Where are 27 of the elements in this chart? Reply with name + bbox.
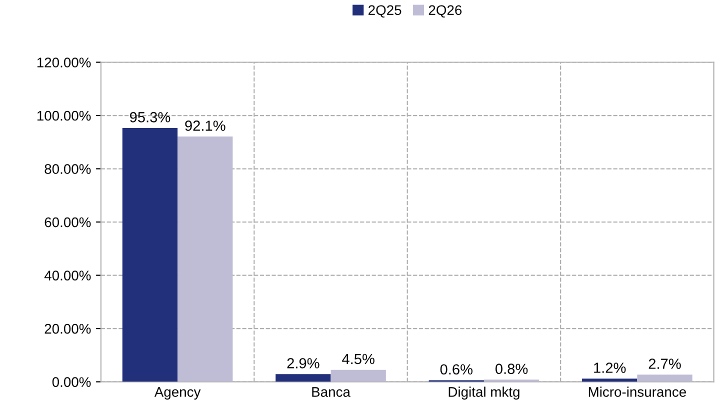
data-label: 2.9% — [287, 358, 320, 368]
x-tick-label: Banca — [312, 387, 350, 397]
data-label: 1.2% — [594, 362, 626, 373]
y-tick-label: 120.00% — [37, 58, 91, 68]
y-tick-label: 80.00% — [44, 164, 91, 174]
bar — [122, 128, 178, 382]
bar — [276, 374, 331, 382]
data-label: 4.5% — [342, 354, 374, 364]
legend-label: 2Q26 — [428, 5, 462, 18]
x-tick-label: Digital mktg — [448, 386, 520, 400]
data-label: 0.8% — [496, 364, 528, 374]
y-tick-label: 100.00% — [37, 110, 91, 121]
bar — [178, 136, 233, 382]
y-tick-label: 0.00% — [52, 377, 91, 387]
data-label: 92.1% — [185, 120, 226, 131]
x-tick-label: Micro-insurance — [588, 386, 686, 397]
y-tick-label: 40.00% — [44, 270, 91, 280]
data-label: 95.3% — [130, 112, 170, 122]
y-tick-label: 20.00% — [44, 324, 91, 334]
legend-label: 2Q25 — [368, 5, 402, 18]
data-label: 2.7% — [648, 358, 681, 369]
data-label: 0.6% — [440, 364, 472, 375]
x-tick-label: Agency — [154, 387, 201, 400]
bar — [582, 378, 638, 382]
bar — [330, 370, 386, 382]
bar — [637, 374, 692, 382]
y-tick-label: 60.00% — [44, 217, 91, 228]
